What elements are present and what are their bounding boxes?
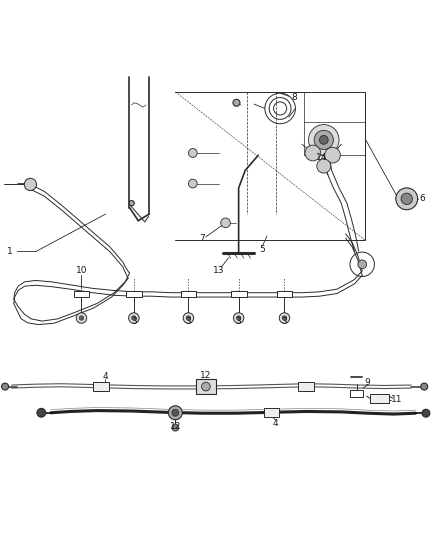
Bar [264,408,279,417]
Circle shape [186,316,191,320]
Text: 4: 4 [273,419,279,428]
Circle shape [37,408,46,417]
Circle shape [76,313,87,323]
Circle shape [24,179,36,190]
Circle shape [422,409,430,417]
Text: 5: 5 [259,245,265,254]
Bar [126,290,142,297]
Circle shape [188,149,197,157]
Circle shape [283,316,287,320]
Text: 8: 8 [292,93,297,102]
Circle shape [183,313,194,323]
Text: 11: 11 [391,395,403,404]
Circle shape [305,145,321,161]
Circle shape [279,313,290,323]
Circle shape [129,200,134,206]
Text: 13: 13 [213,266,225,276]
Bar [180,290,196,297]
Circle shape [132,316,136,320]
Circle shape [358,260,367,269]
Text: 6: 6 [419,195,425,203]
Bar [196,379,215,394]
Circle shape [172,409,179,416]
Circle shape [201,382,210,391]
Circle shape [79,316,84,320]
Circle shape [2,383,9,390]
Circle shape [314,130,333,149]
Text: 4: 4 [102,373,108,382]
Text: 3: 3 [131,317,137,326]
Bar [277,290,292,297]
Bar [93,382,109,391]
Text: 7: 7 [200,233,205,243]
Text: 3: 3 [186,317,191,326]
Circle shape [188,179,197,188]
Circle shape [421,383,427,390]
Circle shape [319,135,328,144]
Bar [350,390,363,397]
Text: 3: 3 [236,317,241,326]
Circle shape [168,406,182,420]
Circle shape [129,313,139,323]
Text: 12: 12 [170,422,181,431]
Circle shape [237,316,241,320]
Text: 3: 3 [282,317,287,326]
Circle shape [233,313,244,323]
Circle shape [396,188,418,210]
Text: 14: 14 [316,153,327,162]
Circle shape [317,159,331,173]
Circle shape [325,147,340,163]
Text: 12: 12 [200,371,212,380]
Text: 10: 10 [76,266,87,276]
Bar [231,290,247,297]
Bar [74,290,89,297]
Text: 9: 9 [364,378,370,387]
Bar [298,382,314,391]
Circle shape [172,424,179,431]
Circle shape [401,193,413,205]
Circle shape [308,125,339,155]
Bar [370,394,389,403]
Text: 1: 1 [7,247,13,256]
Circle shape [221,218,230,228]
Circle shape [233,99,240,106]
